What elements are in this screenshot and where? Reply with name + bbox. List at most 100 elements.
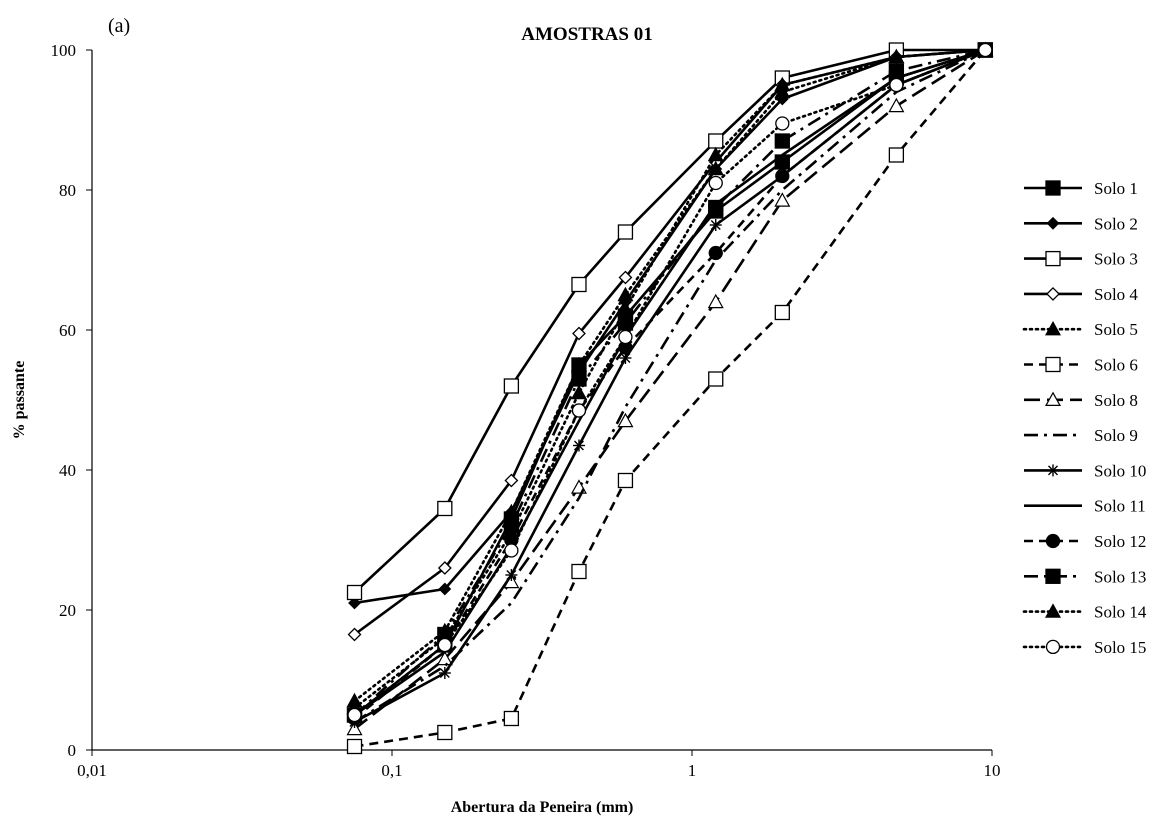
series-solo-5-point-triangle-marker (707, 160, 724, 176)
series-solo-5 (346, 41, 994, 708)
legend-item-solo-15: Solo 15 (1022, 638, 1146, 657)
series-solo-5-point-triangle-marker (617, 286, 634, 302)
series-solo-6-point-square-open-marker (888, 147, 905, 163)
legend-item-solo-9-label: Solo 9 (1094, 426, 1138, 445)
legend-item-solo-10-label: Solo 10 (1094, 461, 1146, 480)
legend-item-solo-11-label: Solo 11 (1094, 497, 1146, 516)
series-solo-15-point-circle-open-marker (775, 116, 790, 131)
series-solo-3-point-square-open-marker (571, 276, 587, 293)
series-solo-4-point-diamond-open-marker (347, 627, 362, 642)
legend-item-solo-5-label: Solo 5 (1094, 320, 1138, 339)
axes: 0 20 40 60 80 100 0,01 0,1 1 10 (51, 41, 1001, 780)
series-solo-2-line (354, 48, 986, 605)
series-solo-6-point-square-open-marker (437, 724, 453, 741)
y-tick-label: 20 (59, 601, 76, 620)
series-solo-6-point-square-open-marker (708, 371, 724, 387)
legend-item-solo-5: Solo 5 (1022, 320, 1138, 339)
y-tick-label: 0 (68, 741, 77, 760)
chart-title: AMOSTRAS 01 (521, 24, 652, 45)
series-solo-14-point-triangle-marker (570, 384, 587, 400)
series-solo-14-point-triangle-marker (503, 524, 520, 540)
series-solo-6-point-square-open-marker (503, 710, 520, 727)
series-solo-3-point-square-open-marker (617, 224, 634, 240)
legend-item-solo-4: Solo 4 (1024, 285, 1138, 304)
x-tick-label: 10 (984, 761, 1001, 780)
series-layer (346, 41, 994, 755)
series-solo-13-line (353, 48, 986, 716)
series-solo-8-point-triangle-open-marker (888, 97, 905, 113)
series-solo-14-point-triangle-marker (707, 146, 724, 162)
series-solo-8-point-triangle-open-marker (617, 412, 634, 428)
series-solo-3 (346, 42, 993, 601)
series-solo-14-line (353, 48, 987, 710)
legend-item-solo-8-label: Solo 8 (1094, 391, 1138, 410)
series-solo-3-point-square-open-marker (346, 584, 363, 601)
series-solo-5-point-triangle-marker (774, 83, 791, 99)
series-solo-15-point-circle-open-marker (708, 175, 723, 191)
y-axis-title: % passante (11, 361, 28, 440)
x-tick-label: 0,01 (77, 761, 107, 780)
series-solo-12-point-circle-marker (708, 245, 723, 261)
series-solo-2-point-diamond-marker (348, 596, 361, 610)
series-solo-10-point-asterisk-marker (572, 439, 585, 452)
series-solo-14-point-triangle-marker (617, 300, 634, 316)
series-solo-8-point-triangle-open-marker (774, 192, 791, 207)
legend-item-solo-4-diamond-open-marker (1046, 286, 1060, 301)
legend-item-solo-14-triangle-marker (1044, 603, 1062, 618)
legend-item-solo-14: Solo 14 (1022, 603, 1147, 622)
legend-item-solo-4-label: Solo 4 (1094, 285, 1138, 304)
series-solo-8-line (353, 48, 987, 731)
series-solo-13-point-square-marker (888, 63, 905, 79)
legend-item-solo-11: Solo 11 (1024, 497, 1146, 516)
legend-item-solo-3: Solo 3 (1024, 250, 1138, 269)
series-solo-4-point-diamond-open-marker (572, 326, 586, 341)
panel-tag: (a) (108, 15, 130, 37)
series-solo-6-point-square-open-marker (571, 563, 587, 580)
legend-item-solo-8: Solo 8 (1024, 391, 1138, 410)
legend-item-solo-1-square-marker (1045, 180, 1061, 196)
y-tick-label: 40 (59, 461, 76, 480)
legend-item-solo-12: Solo 12 (1024, 532, 1146, 551)
legend-item-solo-2-diamond-marker (1046, 216, 1060, 230)
series-solo-4-point-diamond-open-marker (504, 473, 519, 488)
series-solo-4-point-diamond-open-marker (437, 561, 452, 575)
series-solo-5-line (353, 48, 987, 703)
series-solo-15-point-circle-open-marker (571, 403, 587, 418)
series-solo-14-point-triangle-marker (888, 48, 905, 64)
series-solo-12 (347, 42, 993, 726)
series-solo-13-point-square-marker (774, 133, 790, 149)
series-solo-15-point-circle-open-marker (889, 77, 904, 93)
legend-item-solo-2: Solo 2 (1024, 214, 1138, 233)
legend-item-solo-3-label: Solo 3 (1094, 250, 1138, 269)
legend-item-solo-6-square-open-marker (1045, 356, 1061, 373)
x-tick-label: 1 (688, 761, 697, 780)
series-solo-10-point-asterisk-marker (709, 219, 722, 231)
x-axis-title: Abertura da Peneira (mm) (451, 799, 634, 816)
series-solo-9-line (353, 48, 986, 724)
series-solo-3-point-square-open-marker (503, 378, 520, 394)
series-solo-14-point-triangle-marker (774, 76, 791, 92)
legend: Solo 1 Solo 2 Solo 3 Solo 4 Solo 5 Solo 6 Solo… (1022, 179, 1147, 657)
series-solo-4-point-diamond-open-marker (618, 270, 633, 285)
legend-item-solo-15-label: Solo 15 (1094, 638, 1146, 657)
series-solo-3-point-square-open-marker (708, 133, 724, 149)
series-solo-15-point-circle-open-marker (437, 637, 452, 653)
legend-item-solo-13-label: Solo 13 (1094, 567, 1146, 586)
series-solo-6-point-square-open-marker (346, 738, 363, 755)
series-solo-15-point-circle-open-marker (347, 707, 362, 723)
series-solo-8-point-triangle-open-marker (707, 293, 724, 309)
series-solo-10-point-asterisk-marker (438, 667, 451, 679)
legend-item-solo-12-label: Solo 12 (1094, 532, 1146, 551)
series-solo-15-point-circle-open-marker (618, 329, 633, 345)
legend-item-solo-6-label: Solo 6 (1094, 356, 1138, 375)
series-solo-3-point-square-open-marker (437, 500, 453, 517)
series-solo-5-point-triangle-marker (570, 356, 587, 372)
legend-item-solo-13-square-marker (1045, 568, 1061, 584)
series-solo-15-point-circle-open-marker (978, 42, 993, 58)
series-solo-15-line (353, 48, 987, 717)
series-solo-1 (346, 42, 993, 723)
series-solo-8 (346, 41, 994, 736)
series-solo-4 (347, 43, 993, 642)
